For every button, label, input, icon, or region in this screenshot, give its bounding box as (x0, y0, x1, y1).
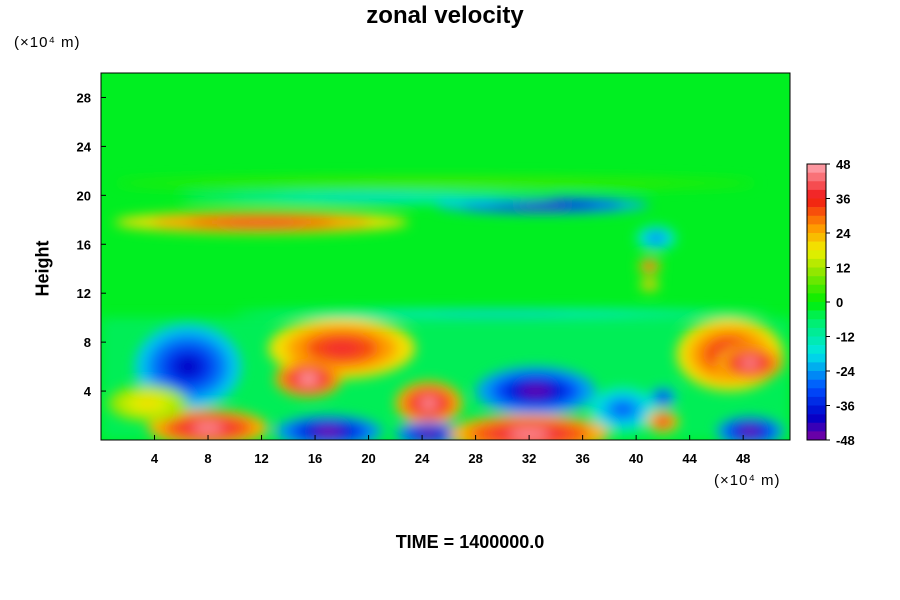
contour-feature-21-level-3 (651, 235, 662, 242)
colorbar-swatch-3 (807, 189, 826, 199)
y-axis: 4 8 12 16 20 24 28 (77, 90, 106, 399)
x-tick-label-8: 8 (204, 451, 211, 466)
colorbar-swatch-2 (807, 181, 826, 191)
chart-title: zonal velocity (366, 2, 524, 29)
colorbar-swatch-31 (807, 431, 826, 441)
x-tick-label-24: 24 (415, 451, 430, 466)
colorbar-swatch-28 (807, 405, 826, 415)
colorbar-tick-label--24: -24 (836, 364, 856, 379)
y-tick-label-16: 16 (77, 237, 91, 252)
colorbar-swatch-27 (807, 396, 826, 406)
x-tick-label-12: 12 (254, 451, 268, 466)
colorbar-tick-label-24: 24 (836, 226, 851, 241)
colorbar-tick-label-0: 0 (836, 295, 843, 310)
x-tick-label-16: 16 (308, 451, 322, 466)
colorbar-tick-label--36: -36 (836, 399, 855, 414)
colorbar-swatch-24 (807, 371, 826, 380)
x-tick-label-32: 32 (522, 451, 536, 466)
colorbar-swatch-0 (807, 164, 826, 173)
x-tick-label-40: 40 (629, 451, 643, 466)
contour-feature-0-level-3 (174, 355, 202, 378)
colorbar-swatch-11 (807, 258, 826, 268)
contour-feature-23-level-3 (355, 181, 516, 185)
colorbar-swatch-20 (807, 336, 826, 346)
colorbar-swatch-12 (807, 267, 826, 277)
y-tick-label-20: 20 (77, 188, 91, 203)
colorbar-tick-label--48: -48 (836, 433, 855, 448)
colorbar-swatch-19 (807, 327, 826, 337)
colorbar-swatch-6 (807, 215, 826, 225)
x-axis-unit: (×10⁴ m) (714, 472, 781, 489)
contour-feature-5-level-3 (315, 427, 342, 436)
contour-feature-17-level-3 (515, 202, 570, 208)
x-tick-label-48: 48 (736, 451, 750, 466)
contour-feature-20-level-3 (647, 283, 652, 287)
colorbar-swatch-17 (807, 310, 826, 320)
colorbar-swatch-26 (807, 388, 826, 398)
colorbar-swatch-30 (807, 422, 826, 432)
contour-feature-19-level-3 (646, 264, 653, 269)
colorbar-swatch-13 (807, 276, 826, 286)
colorbar-swatch-29 (807, 414, 826, 424)
colorbar-swatch-10 (807, 250, 826, 260)
contour-feature-14-level-3 (741, 358, 759, 368)
contour-feature-10-level-3 (614, 403, 632, 415)
colorbar-tick-label-12: 12 (836, 261, 850, 276)
x-tick-label-20: 20 (361, 451, 375, 466)
colorbar-swatch-23 (807, 362, 826, 372)
contour-feature-11-level-3 (658, 418, 667, 425)
contour-feature-9-level-3 (509, 428, 550, 439)
contour-feature-16-level-3 (224, 219, 299, 225)
colorbar-tick-label-48: 48 (836, 157, 850, 172)
contour-feature-3-level-3 (192, 423, 224, 433)
contour-feature-1-level-3 (323, 340, 361, 356)
plot-area (101, 73, 790, 440)
colorbar-swatch-1 (807, 172, 826, 182)
colorbar-swatch-8 (807, 233, 826, 242)
contour-feature-18-level-3 (321, 196, 416, 200)
contour-feature-15-level-3 (741, 427, 759, 436)
contour-feature-8-level-3 (520, 384, 551, 398)
colorbar-swatch-16 (807, 302, 826, 311)
contour-feature-6-level-3 (420, 397, 438, 409)
x-tick-label-44: 44 (682, 451, 697, 466)
colorbar-swatch-4 (807, 198, 826, 208)
plot-frame (100, 72, 791, 441)
contour-feature-12-level-3 (659, 394, 667, 400)
x-tick-label-4: 4 (151, 451, 159, 466)
contour-feature-2-level-3 (300, 374, 317, 384)
colorbar-swatch-15 (807, 293, 826, 303)
contour-feature-7-level-3 (420, 430, 438, 437)
x-tick-label-28: 28 (468, 451, 482, 466)
y-axis-unit: (×10⁴ m) (14, 34, 81, 51)
colorbar: 48 36 24 12 0 -12 -24 -36 -48 (806, 157, 856, 448)
colorbar-tick-label-36: 36 (836, 192, 850, 207)
y-tick-label-24: 24 (77, 139, 92, 154)
x-axis: 4 8 12 16 20 24 28 32 36 40 44 48 (151, 435, 750, 466)
y-tick-label-12: 12 (77, 286, 91, 301)
colorbar-swatch-7 (807, 224, 826, 234)
time-label: TIME = 1400000.0 (395, 532, 545, 552)
colorbar-swatch-25 (807, 379, 826, 389)
contour-feature-4-level-3 (137, 398, 158, 408)
colorbar-swatch-21 (807, 345, 826, 355)
colorbar-tick-label--12: -12 (836, 330, 855, 345)
colorbar-swatch-5 (807, 207, 826, 217)
colorbar-swatch-18 (807, 319, 826, 329)
colorbar-swatch-14 (807, 284, 826, 294)
contour-feature-22-level-3 (435, 312, 570, 316)
x-tick-label-36: 36 (575, 451, 589, 466)
colorbar-swatch-9 (807, 241, 826, 251)
y-tick-label-4: 4 (84, 384, 92, 399)
y-tick-label-28: 28 (77, 90, 91, 105)
colorbar-swatch-22 (807, 353, 826, 363)
y-tick-label-8: 8 (84, 335, 91, 350)
